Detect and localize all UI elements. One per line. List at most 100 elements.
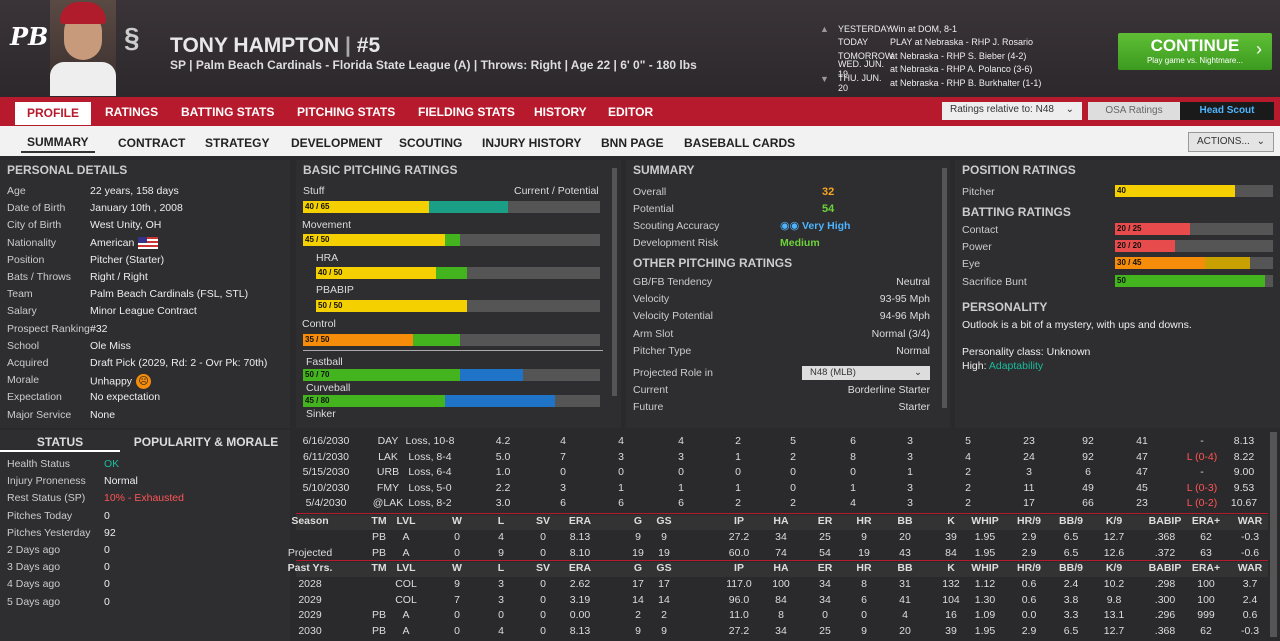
tab-ratings[interactable]: RATINGS (105, 105, 159, 119)
tab-batting-stats[interactable]: BATTING STATS (181, 105, 275, 119)
table-cell: 2.9 (1021, 546, 1037, 559)
scrollbar[interactable] (612, 168, 617, 396)
batting-label: Sacrifice Bunt (962, 275, 1027, 288)
table-cell: WHIP (971, 562, 999, 574)
ratings-relative-select[interactable]: Ratings relative to: N48 ⌄ (942, 102, 1082, 120)
divider (296, 513, 1268, 514)
table-cell: 3 (560, 481, 566, 494)
table-cell: K (947, 515, 955, 527)
table-cell: 0 (454, 609, 460, 621)
projected-role-select[interactable]: N48 (MLB) ⌄ (802, 366, 930, 380)
rating-bar: 45 / 80 (303, 395, 600, 407)
table-cell: 6 (850, 435, 856, 447)
tab-contract[interactable]: CONTRACT (118, 136, 186, 150)
table-cell: 8.10 (569, 546, 591, 559)
table-cell: 34 (819, 593, 831, 606)
team-logo: PB (10, 22, 49, 51)
other-rating-label: Velocity (633, 293, 670, 306)
status-label: Pitches Today (7, 509, 73, 522)
table-row[interactable]: 6/11/2030 LAK Loss, 8-4 5.0 7 3 3 1 2 8 3 4 24 92 47 L … (296, 451, 1268, 466)
table-cell: ERA (568, 515, 592, 527)
table-cell: PB (371, 531, 386, 543)
table-row[interactable]: Season TM LVL W L SV ERA G GS IP HA ER HR BB K WHIP HR/9… (291, 515, 1268, 530)
table-cell: 6 (861, 593, 867, 606)
status-value: OK (104, 458, 120, 470)
tab-history[interactable]: HISTORY (534, 105, 587, 119)
rating-label: HRA (316, 252, 339, 264)
tab-pitching-stats[interactable]: PITCHING STATS (297, 105, 396, 119)
divider (296, 560, 1268, 561)
detail-label: Morale (7, 374, 40, 387)
schedule-item: THU. JUN. 20 at Nebraska - RHP B. Burkhal… (838, 72, 1042, 93)
table-cell: PB (371, 624, 386, 637)
table-cell: 5/10/2030 (302, 481, 350, 494)
head-scout-button[interactable]: Head Scout (1180, 102, 1274, 120)
table-cell: 3 (907, 435, 913, 447)
status-label: 4 Days ago (7, 578, 61, 591)
detail-value: Right / Right (90, 271, 148, 283)
table-row[interactable]: 2028 COL 9 3 0 2.62 17 17 117.0 100 34 8 31 132 1.12 0.… (296, 578, 1268, 593)
tab-scouting[interactable]: SCOUTING (399, 136, 463, 150)
tab-strategy[interactable]: STRATEGY (205, 136, 270, 150)
schedule-down-icon[interactable]: ▼ (820, 74, 829, 84)
table-cell: 0 (618, 466, 624, 478)
status-label: Pitches Yesterday (7, 526, 91, 539)
detail-label: School (7, 339, 40, 352)
actions-dropdown[interactable]: ACTIONS... ⌄ (1188, 132, 1274, 152)
tab-injury-history[interactable]: INJURY HISTORY (482, 136, 582, 150)
table-cell: @LAK (372, 497, 404, 509)
table-cell: 3.19 (569, 593, 591, 606)
table-cell: BB (897, 515, 913, 527)
table-cell: 39 (945, 531, 957, 543)
detail-label: Nationality (7, 236, 57, 249)
table-row[interactable]: 2030 PB A 0 4 0 8.13 9 9 27.2 34 25 9 20 39 1.95 2.9 6.5 1… (296, 625, 1268, 640)
tab-fielding-stats[interactable]: FIELDING STATS (418, 105, 515, 119)
table-cell: GS (656, 562, 672, 574)
tab-bnn-page[interactable]: BNN PAGE (601, 136, 664, 150)
tab-editor[interactable]: EDITOR (608, 105, 654, 119)
table-cell: IP (734, 562, 744, 574)
tab-development[interactable]: DEVELOPMENT (291, 136, 383, 150)
tab-popularity-morale[interactable]: POPULARITY & MORALE (133, 435, 279, 449)
table-row[interactable]: 2029 COL 7 3 0 3.19 14 14 96.0 84 34 6 41 104 1.30 0.6 3… (296, 594, 1268, 609)
other-rating-value: Neutral (896, 276, 930, 288)
table-row[interactable]: PB A 0 4 0 8.13 9 9 27.2 34 25 9 20 39 1.95 2.9 6.5 12.7.… (296, 531, 1268, 546)
us-flag-icon (138, 236, 159, 249)
stats-scrollbar[interactable] (1270, 432, 1277, 637)
table-cell: PB (371, 609, 386, 621)
tab-status[interactable]: STATUS (0, 430, 120, 452)
schedule-list: YESTERDAY Win at DOM, 8-1 TODAY PLAY at Ne… (820, 22, 1090, 93)
table-row[interactable]: 6/16/2030 DAY Loss, 10-8 4.2 4 4 4 2 5 6 3 5 23 92 41 -… (296, 435, 1268, 450)
table-row[interactable]: 5/4/2030 @LAK Loss, 8-2 3.0 6 6 6 2 2 4 3 2 17 66 23 L … (296, 497, 1268, 512)
table-cell: 0 (678, 466, 684, 478)
rating-bar: 45 / 50 (303, 234, 600, 246)
scrollbar[interactable] (942, 168, 947, 408)
table-cell: 9 (635, 531, 641, 543)
table-cell: 25 (819, 531, 831, 543)
table-cell: 104 (942, 593, 960, 606)
projected-role-label: Projected Role in (633, 367, 713, 379)
section-title: OTHER PITCHING RATINGS (633, 256, 793, 270)
continue-button[interactable]: CONTINUE Play game vs. Nightmare... › (1118, 33, 1272, 70)
table-row[interactable]: Projected PB A 0 9 0 8.10 19 19 60.0 74 54 19 43 84 1.9… (288, 546, 1268, 562)
tab-summary[interactable]: SUMMARY (21, 135, 95, 153)
table-cell: COL (395, 593, 417, 606)
tab-profile[interactable]: PROFILE (15, 102, 92, 125)
table-cell: BABIP (1148, 562, 1182, 574)
osa-ratings-button[interactable]: OSA Ratings (1088, 102, 1180, 120)
table-row[interactable]: 5/10/2030 FMY Loss, 5-0 2.2 3 1 1 1 0 1 3 2 11 49 45 L … (296, 482, 1268, 497)
table-cell: 0 (790, 481, 796, 494)
table-cell: 1 (678, 481, 684, 494)
section-title: BATTING RATINGS (962, 205, 1071, 219)
table-row[interactable]: Past Yrs. TM LVL W L SV ERA G GS IP HA ER HR BB K WHIP H… (288, 562, 1268, 577)
table-row[interactable]: 5/15/2030 URB Loss, 6-4 1.0 0 0 0 0 0 0 1 2 3 6 47 - 9.0… (296, 466, 1268, 481)
status-value: 10% - Exhausted (104, 492, 184, 505)
table-cell: 63 (1200, 546, 1212, 559)
table-row[interactable]: 2029 PB A 0 0 0 0.00 2 2 11.0 8 0 0 4 16 1.09 0.0 3.3 13.1… (296, 609, 1268, 624)
scouting-accuracy-value: Very High (802, 220, 851, 232)
status-panel: STATUS POPULARITY & MORALE Health Status… (0, 430, 290, 641)
status-value: 0 (104, 578, 110, 591)
schedule-up-icon[interactable]: ▲ (820, 24, 829, 34)
tab-baseball-cards[interactable]: BASEBALL CARDS (684, 136, 796, 150)
table-cell: 24 (1023, 450, 1035, 463)
